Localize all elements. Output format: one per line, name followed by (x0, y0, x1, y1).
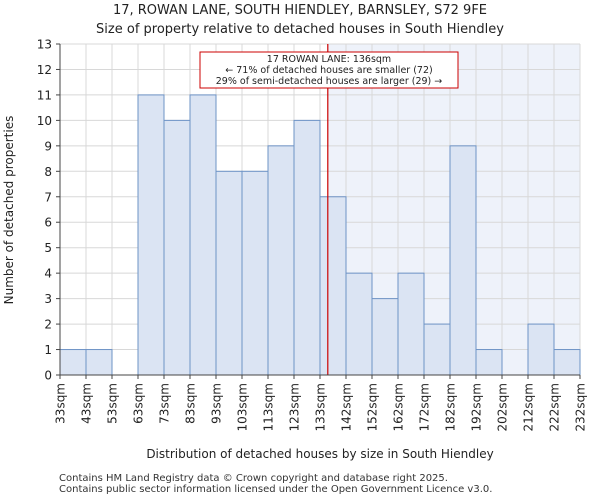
x-tick-label: 93sqm (210, 383, 224, 424)
y-tick-label: 9 (44, 139, 52, 153)
x-tick-label: 33sqm (54, 383, 68, 424)
chart-title: 17, ROWAN LANE, SOUTH HIENDLEY, BARNSLEY… (112, 3, 488, 18)
x-tick-label: 222sqm (548, 383, 562, 431)
x-tick-label: 53sqm (106, 383, 120, 424)
y-tick-label: 2 (44, 318, 52, 332)
annotation-line-3: 29% of semi-detached houses are larger (… (216, 76, 443, 87)
y-axis-label: Number of detached properties (2, 115, 16, 305)
bar-162sqm (397, 272, 425, 376)
x-tick-label: 202sqm (496, 383, 510, 431)
bar-103sqm (241, 170, 269, 376)
bar-113sqm (267, 145, 295, 376)
x-tick-labels: 33sqm 43sqm 53sqm 63sqm 73sqm 83sqm 93sqm 103sq… (54, 375, 588, 431)
bar-182sqm (449, 145, 477, 376)
x-tick-label: 103sqm (236, 383, 250, 431)
bar-83sqm (189, 94, 217, 376)
x-tick-label: 192sqm (470, 383, 484, 431)
y-tick-label: 6 (44, 216, 52, 230)
bar-43sqm (85, 349, 113, 376)
x-tick-label: 133sqm (314, 383, 328, 431)
y-tick-label: 4 (44, 267, 52, 281)
x-tick-label: 212sqm (522, 383, 536, 431)
x-tick-label: 182sqm (444, 383, 458, 431)
y-tick-label: 12 (37, 63, 52, 77)
y-tick-label: 8 (44, 165, 52, 179)
bar-63sqm (137, 94, 165, 376)
bar-93sqm (215, 170, 243, 376)
x-tick-label: 113sqm (262, 383, 276, 431)
x-tick-label: 232sqm (574, 383, 588, 431)
footer-attribution: Contains HM Land Registry data © Crown c… (59, 473, 492, 495)
x-tick-label: 123sqm (288, 383, 302, 431)
bar-152sqm (371, 298, 399, 376)
x-tick-label: 63sqm (132, 383, 146, 424)
x-axis-label: Distribution of detached houses by size … (146, 447, 494, 461)
bar-73sqm (163, 119, 191, 376)
bar-123sqm (293, 119, 321, 376)
x-tick-label: 83sqm (184, 383, 198, 424)
y-tick-label: 7 (44, 190, 52, 204)
annotation-line-2: ← 71% of detached houses are smaller (72… (225, 65, 432, 76)
x-tick-label: 43sqm (80, 383, 94, 424)
footer-line-2: Contains public sector information licen… (59, 484, 493, 495)
bar-33sqm (59, 349, 87, 376)
chart-subtitle: Size of property relative to detached ho… (96, 22, 504, 37)
y-tick-label: 13 (37, 38, 52, 52)
x-tick-label: 142sqm (340, 383, 354, 431)
bar-142sqm (345, 272, 373, 376)
bar-group (59, 94, 581, 376)
annotation-border (199, 51, 459, 89)
x-tick-label: 162sqm (392, 383, 406, 431)
annotation-line-1: 17 ROWAN LANE: 136sqm (267, 54, 391, 65)
x-tick-label: 172sqm (418, 383, 432, 431)
y-tick-label: 1 (44, 343, 52, 357)
bar-212sqm (527, 323, 555, 376)
bar-192sqm (475, 349, 503, 376)
y-tick-label: 5 (44, 241, 52, 255)
bar-222sqm (553, 349, 581, 376)
y-tick-label: 11 (37, 88, 52, 102)
annotation-box: 17 ROWAN LANE: 136sqm ← 71% of detached … (199, 51, 459, 89)
bar-172sqm (423, 323, 451, 376)
footer-line-1: Contains HM Land Registry data © Crown c… (59, 473, 448, 484)
bar-133sqm (319, 196, 347, 376)
y-tick-label: 3 (44, 292, 52, 306)
y-tick-label: 10 (37, 114, 52, 128)
y-tick-label: 0 (44, 369, 52, 383)
x-tick-label: 152sqm (366, 383, 380, 431)
x-tick-label: 73sqm (158, 383, 172, 424)
